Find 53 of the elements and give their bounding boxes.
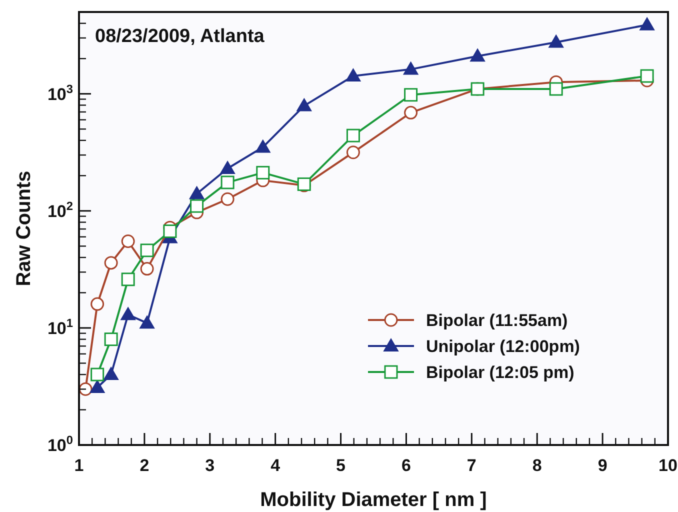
legend-label: Unipolar (12:00pm) bbox=[426, 337, 580, 356]
point bbox=[404, 106, 418, 120]
point bbox=[140, 244, 154, 258]
point bbox=[104, 256, 118, 270]
point bbox=[255, 140, 270, 153]
y-axis-title: Raw Counts bbox=[13, 170, 35, 286]
point bbox=[220, 192, 234, 206]
y-tick-label: 10$^{1}$ bbox=[47, 316, 74, 338]
y-tick-label: 10$^{3}$ bbox=[47, 82, 74, 104]
point bbox=[403, 62, 418, 75]
point bbox=[404, 88, 418, 102]
point bbox=[90, 380, 105, 393]
point bbox=[549, 82, 563, 96]
point bbox=[140, 262, 154, 276]
point bbox=[121, 234, 135, 248]
x-tick-label: 5 bbox=[336, 456, 346, 475]
point bbox=[346, 68, 361, 82]
legend-label: Bipolar (12:05 pm) bbox=[426, 363, 574, 382]
legend-label: Bipolar (11:55am) bbox=[426, 311, 568, 330]
point bbox=[296, 98, 312, 112]
point bbox=[220, 161, 236, 174]
point bbox=[90, 297, 104, 311]
x-tick-label: 6 bbox=[401, 456, 411, 475]
point bbox=[346, 128, 360, 142]
y-tick-label: 10$^{0}$ bbox=[47, 433, 74, 455]
point bbox=[640, 17, 655, 30]
point bbox=[346, 146, 360, 160]
x-tick-label: 10 bbox=[658, 456, 678, 475]
point bbox=[256, 166, 270, 180]
point bbox=[140, 316, 155, 329]
point bbox=[104, 332, 118, 346]
point bbox=[78, 382, 92, 396]
point bbox=[90, 368, 104, 382]
point bbox=[548, 34, 564, 48]
point bbox=[189, 186, 204, 200]
y-tick-label: 10$^{2}$ bbox=[47, 198, 74, 221]
x-tick-label: 2 bbox=[140, 456, 150, 475]
x-tick-label: 3 bbox=[205, 456, 215, 475]
x-tick-label: 1 bbox=[74, 456, 84, 475]
point bbox=[104, 367, 119, 380]
point bbox=[220, 176, 234, 190]
x-tick-label: 8 bbox=[532, 456, 542, 475]
point bbox=[190, 199, 204, 213]
text: 08/23/2009, Atlanta bbox=[95, 26, 265, 47]
point bbox=[163, 224, 177, 238]
point bbox=[470, 48, 486, 62]
point bbox=[640, 69, 654, 83]
point bbox=[120, 307, 136, 320]
x-axis-title: Mobility Diameter [ nm ] bbox=[260, 489, 487, 511]
point bbox=[121, 272, 135, 286]
x-tick-label: 4 bbox=[270, 456, 281, 475]
x-tick-label: 7 bbox=[466, 456, 476, 475]
x-tick-label: 9 bbox=[598, 456, 608, 475]
